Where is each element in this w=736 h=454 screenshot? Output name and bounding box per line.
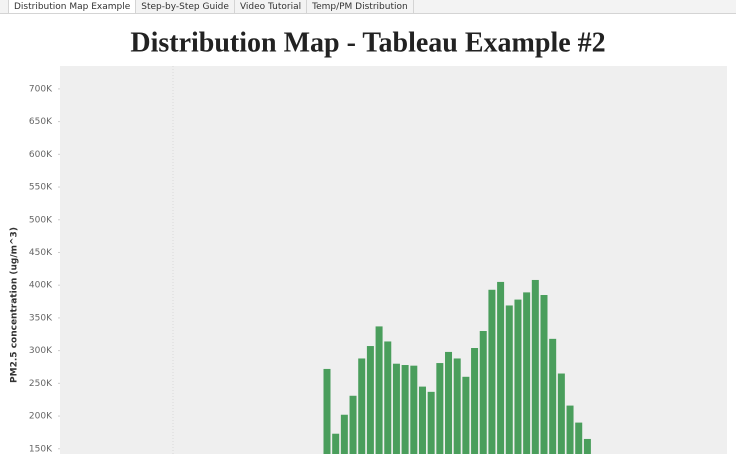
bar <box>566 405 574 454</box>
y-tick-label: 500K <box>29 215 53 225</box>
bar <box>549 338 557 454</box>
y-tick-label: 200K <box>29 412 53 422</box>
bar <box>340 414 348 454</box>
bar <box>479 330 487 454</box>
chart-title: Distribution Map - Tableau Example #2 <box>130 27 605 58</box>
bar <box>531 279 539 454</box>
bar <box>540 295 548 454</box>
bar <box>418 386 426 454</box>
bar <box>375 326 383 454</box>
bar <box>427 391 435 454</box>
bar <box>445 351 453 454</box>
bar <box>323 368 331 454</box>
y-tick-label: 600K <box>29 150 53 160</box>
bar <box>392 363 400 454</box>
bar <box>358 358 366 454</box>
tab[interactable]: Temp/PM Distribution <box>307 0 414 13</box>
y-tick-label: 350K <box>29 313 53 323</box>
tab[interactable]: Step-by-Step Guide <box>136 0 235 13</box>
y-tick-label: 300K <box>29 346 53 356</box>
bar <box>497 281 505 454</box>
y-tick-label: 550K <box>29 183 53 193</box>
bar <box>505 305 513 454</box>
bar <box>557 373 565 454</box>
y-tick-label: 450K <box>29 248 53 258</box>
bar <box>488 289 496 454</box>
bar <box>436 363 444 454</box>
bar <box>410 365 418 454</box>
bar <box>575 422 583 454</box>
bar <box>462 376 470 454</box>
y-tick-label: 150K <box>29 444 53 454</box>
y-tick-label: 250K <box>29 379 53 389</box>
bar <box>332 433 340 454</box>
bar <box>349 395 357 454</box>
bar <box>523 292 531 454</box>
bar <box>514 299 522 454</box>
tab[interactable]: Distribution Map Example <box>8 0 137 13</box>
bar <box>453 358 461 454</box>
tab-bar: Distribution Map Example Step-by-Step Gu… <box>0 0 736 14</box>
y-axis-label: PM2.5 concentration (ug/m^3) <box>10 227 20 383</box>
y-tick-label: 650K <box>29 117 53 127</box>
y-tick-label: 700K <box>29 84 53 94</box>
tab[interactable]: Video Tutorial <box>235 0 308 13</box>
y-tick-label: 400K <box>29 281 53 291</box>
bar <box>366 346 374 454</box>
bar <box>471 348 479 454</box>
bar <box>384 341 392 454</box>
bar <box>583 438 591 454</box>
bar <box>401 365 409 454</box>
